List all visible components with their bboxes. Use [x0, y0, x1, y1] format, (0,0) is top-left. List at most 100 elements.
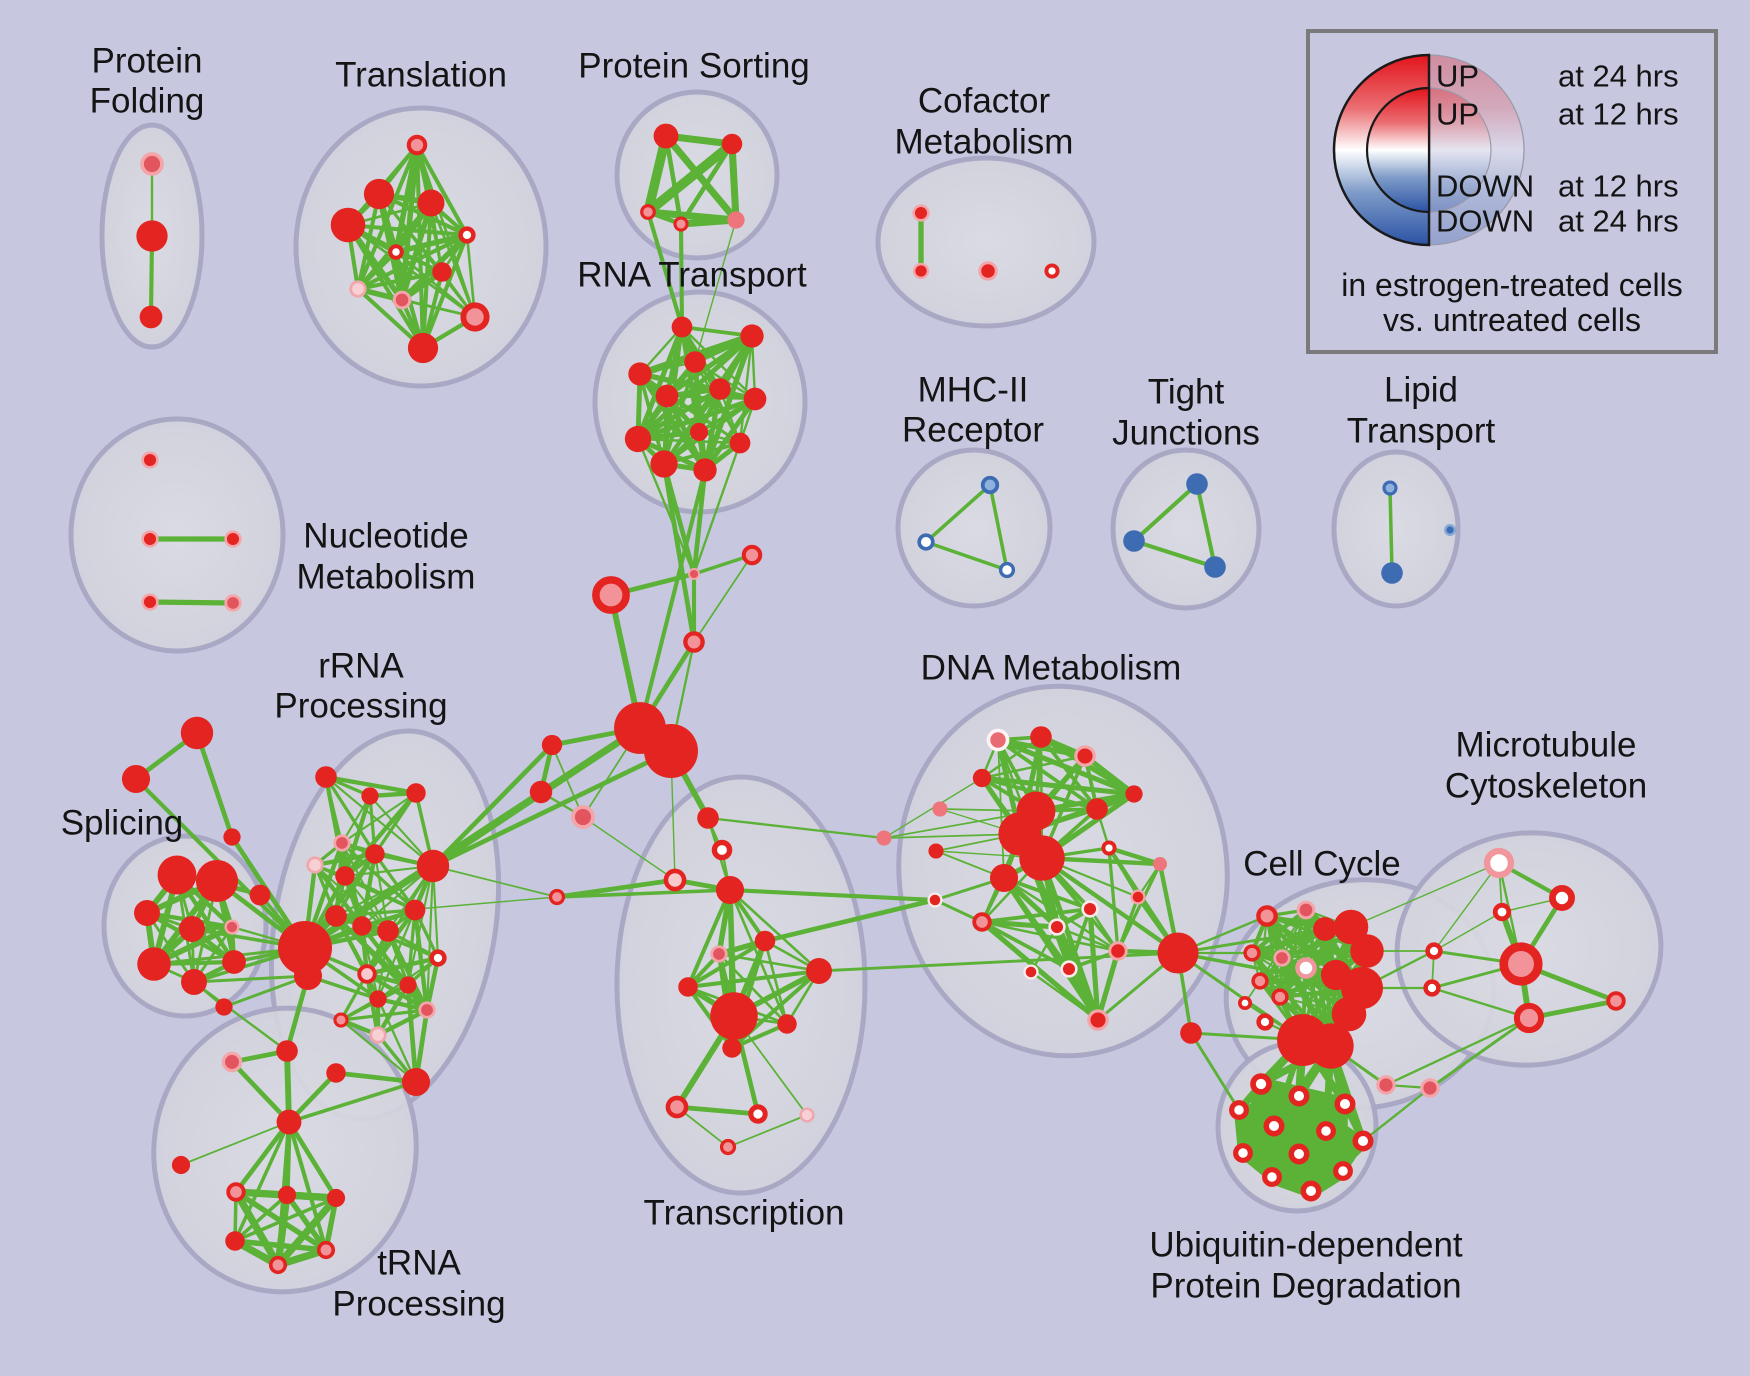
node-sp5 — [224, 919, 240, 935]
edge-th-rr20 — [287, 1080, 418, 1124]
node-sp4 — [179, 916, 205, 942]
legend-row-label-2: UP — [1436, 97, 1479, 132]
edge-ps5-rt3 — [694, 219, 737, 363]
edge-tr4-tr8 — [685, 887, 733, 990]
legend-row-label-3: DOWN — [1436, 169, 1534, 204]
node-v3 — [223, 828, 241, 846]
label-transcription-line1: Transcription — [644, 1194, 845, 1233]
edge-rr18-rr20 — [339, 1018, 418, 1084]
node-m2 — [529, 780, 553, 804]
legend-row-label-1: UP — [1436, 59, 1479, 94]
edge-rr16-rr8 — [406, 864, 435, 987]
edge-tn3-tn6 — [284, 1192, 329, 1253]
legend-row-time-2: at 12 hrs — [1558, 97, 1679, 132]
label-nucleotide-metabolism-line1: Nucleotide — [303, 517, 468, 556]
node-dn14 — [1152, 856, 1168, 872]
cluster-tight-junctions — [1110, 447, 1262, 611]
node-sp6 — [137, 947, 171, 981]
edge-t1-t5 — [414, 142, 470, 238]
node-t7 — [432, 262, 452, 282]
node-rr7 — [335, 866, 355, 886]
node-tr13 — [748, 1104, 768, 1124]
edge-lp1-lp2 — [1388, 486, 1394, 575]
node-rr4 — [333, 834, 351, 852]
edge-tr4-dn16 — [727, 887, 938, 903]
edge-rr9-rr17 — [333, 913, 430, 1013]
node-rr2 — [361, 787, 379, 805]
node-c3 — [592, 576, 630, 614]
edge-c2-c4 — [693, 554, 753, 643]
label-ubiquitin-degradation-line1: Ubiquitin-dependent — [1149, 1226, 1463, 1265]
edge-rt10-c1 — [692, 441, 742, 576]
legend-caption-line2: vs. untreated cells — [1383, 302, 1641, 338]
edge-ps2-ps4 — [678, 141, 735, 227]
edge-rr1-rr8 — [324, 775, 435, 868]
node-tn3 — [277, 1185, 297, 1205]
edge-rt2-rt10 — [738, 334, 754, 445]
node-rt9 — [624, 425, 652, 453]
node-rr1 — [315, 766, 337, 788]
node-t11 — [407, 332, 439, 364]
node-dn3 — [1074, 745, 1096, 767]
node-rt12 — [693, 458, 717, 482]
node-rr11 — [377, 920, 399, 942]
edge-cc4-mt1 — [1350, 862, 1500, 928]
node-rt2 — [740, 324, 764, 348]
node-cf1 — [912, 204, 930, 222]
edge-t2-t8 — [355, 191, 382, 292]
node-cc1 — [1256, 905, 1278, 927]
label-microtubule-cytoskeleton-line1: Microtubule — [1456, 726, 1637, 765]
edge-t4-t11 — [346, 223, 425, 350]
node-lp3 — [1444, 524, 1456, 536]
label-trna-processing-line2: Processing — [332, 1285, 505, 1324]
node-dn10 — [1019, 835, 1065, 881]
node-rr18 — [333, 1012, 349, 1028]
edge-tr7-tr8 — [685, 968, 822, 990]
node-sp3 — [134, 900, 160, 926]
node-pf2 — [136, 220, 168, 252]
node-cc2 — [1296, 900, 1316, 920]
edge-dn21-dn24 — [1095, 948, 1121, 1023]
node-rr22 — [276, 1040, 298, 1062]
edge-dn10-dnh — [1039, 855, 1181, 956]
node-rr9 — [325, 905, 347, 927]
node-tj3 — [1204, 556, 1226, 578]
edge-rr12-rr16 — [406, 908, 417, 987]
node-m1 — [541, 734, 563, 756]
edge-tr4-tr7 — [728, 888, 821, 973]
edge-rr21-rrh1b — [222, 974, 310, 1009]
label-cell-cycle-line1: Cell Cycle — [1243, 845, 1401, 884]
label-translation-line1: Translation — [335, 56, 507, 95]
edge-rr17-rr18 — [339, 1008, 429, 1022]
node-tn5 — [225, 1231, 245, 1251]
edge-t4-t10 — [346, 223, 477, 319]
edge-ps2-ps3 — [643, 139, 737, 217]
node-tr12 — [665, 1095, 689, 1119]
node-cc8 — [1295, 957, 1317, 979]
node-cc11 — [1271, 988, 1289, 1006]
node-ub3 — [1334, 1093, 1356, 1115]
node-nu5 — [224, 594, 242, 612]
label-microtubule-cytoskeleton-line2: Cytoskeleton — [1445, 767, 1647, 806]
edge-ps4-rt1 — [678, 221, 685, 330]
edge-dn22-dn20 — [1029, 925, 1059, 974]
node-cf2 — [912, 262, 930, 280]
edge-dn17-dn24 — [979, 919, 1101, 1023]
node-nu3 — [224, 530, 242, 548]
node-t6 — [388, 244, 404, 260]
node-tj1 — [1186, 473, 1208, 495]
edge-rr5-rr6 — [312, 851, 378, 868]
cluster-nucleotide-metabolism — [68, 416, 286, 654]
node-cc10 — [1251, 972, 1269, 990]
node-t10 — [460, 302, 490, 332]
node-ub8 — [1233, 1143, 1253, 1163]
edge-rr15-rr20 — [376, 997, 418, 1084]
edge-mh1-mh3 — [988, 483, 1009, 572]
node-cc4 — [1333, 909, 1369, 945]
edge-t5-t6 — [393, 232, 470, 255]
node-ps5 — [727, 211, 745, 229]
node-tr6 — [710, 945, 728, 963]
label-protein-sorting-line1: Protein Sorting — [578, 47, 810, 86]
edge-rr1-rr3 — [323, 774, 419, 796]
node-rr8 — [416, 849, 450, 883]
